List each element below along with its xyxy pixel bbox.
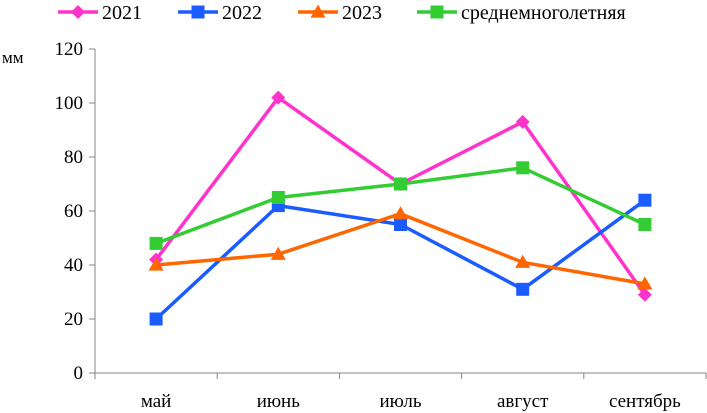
series-1 [149,193,652,326]
y-tick-label: 20 [64,309,83,330]
data-point [516,282,530,296]
data-point [638,218,652,231]
data-point [637,287,652,302]
legend-marker [71,5,85,19]
series-3 [149,161,652,250]
data-point [394,177,407,191]
legend-marker [430,5,444,19]
legend-marker [191,5,205,19]
x-tick-label: сентябрь [609,391,681,412]
data-point [271,90,286,105]
x-tick-label: июль [379,391,421,412]
data-point [149,236,163,250]
data-point [638,193,652,207]
series-2 [148,206,653,290]
data-point [270,246,286,260]
y-tick-label: 120 [55,39,84,60]
axes: 0 20 40 60 80 100 120 май июнь июль август сентябрь [55,39,707,412]
data-point [515,114,530,129]
series-line [154,95,647,296]
y-tick-label: 0 [74,363,84,384]
data-point [271,191,285,204]
data-point [516,161,530,175]
x-tick-label: август [497,391,549,412]
data-point [637,276,653,290]
series-group [148,90,653,326]
y-axis-unit-label: мм [2,48,24,67]
legend-label: 2023 [342,2,382,24]
x-tick-label: май [141,391,172,412]
data-point [394,218,407,231]
legend-item-3: среднемноголетняя [417,2,626,24]
legend-item-2: 2023 [298,2,382,24]
legend-label: 2021 [102,2,142,24]
legend-item-1: 2022 [178,2,262,24]
x-tick-label: июнь [257,391,301,412]
legend: 2021 2022 2023 среднемноголетняя [58,2,626,24]
data-point [148,257,164,271]
legend-item-0: 2021 [58,2,142,24]
data-point [393,206,408,220]
y-tick-label: 40 [64,255,83,276]
legend-marker [310,4,326,18]
legend-label: среднемноголетняя [461,2,626,24]
data-point [515,254,531,268]
y-tick-label: 80 [64,147,83,168]
y-tick-label: 100 [55,93,84,114]
y-tick-label: 60 [64,201,83,222]
legend-label: 2022 [222,2,262,24]
data-point [149,312,163,326]
